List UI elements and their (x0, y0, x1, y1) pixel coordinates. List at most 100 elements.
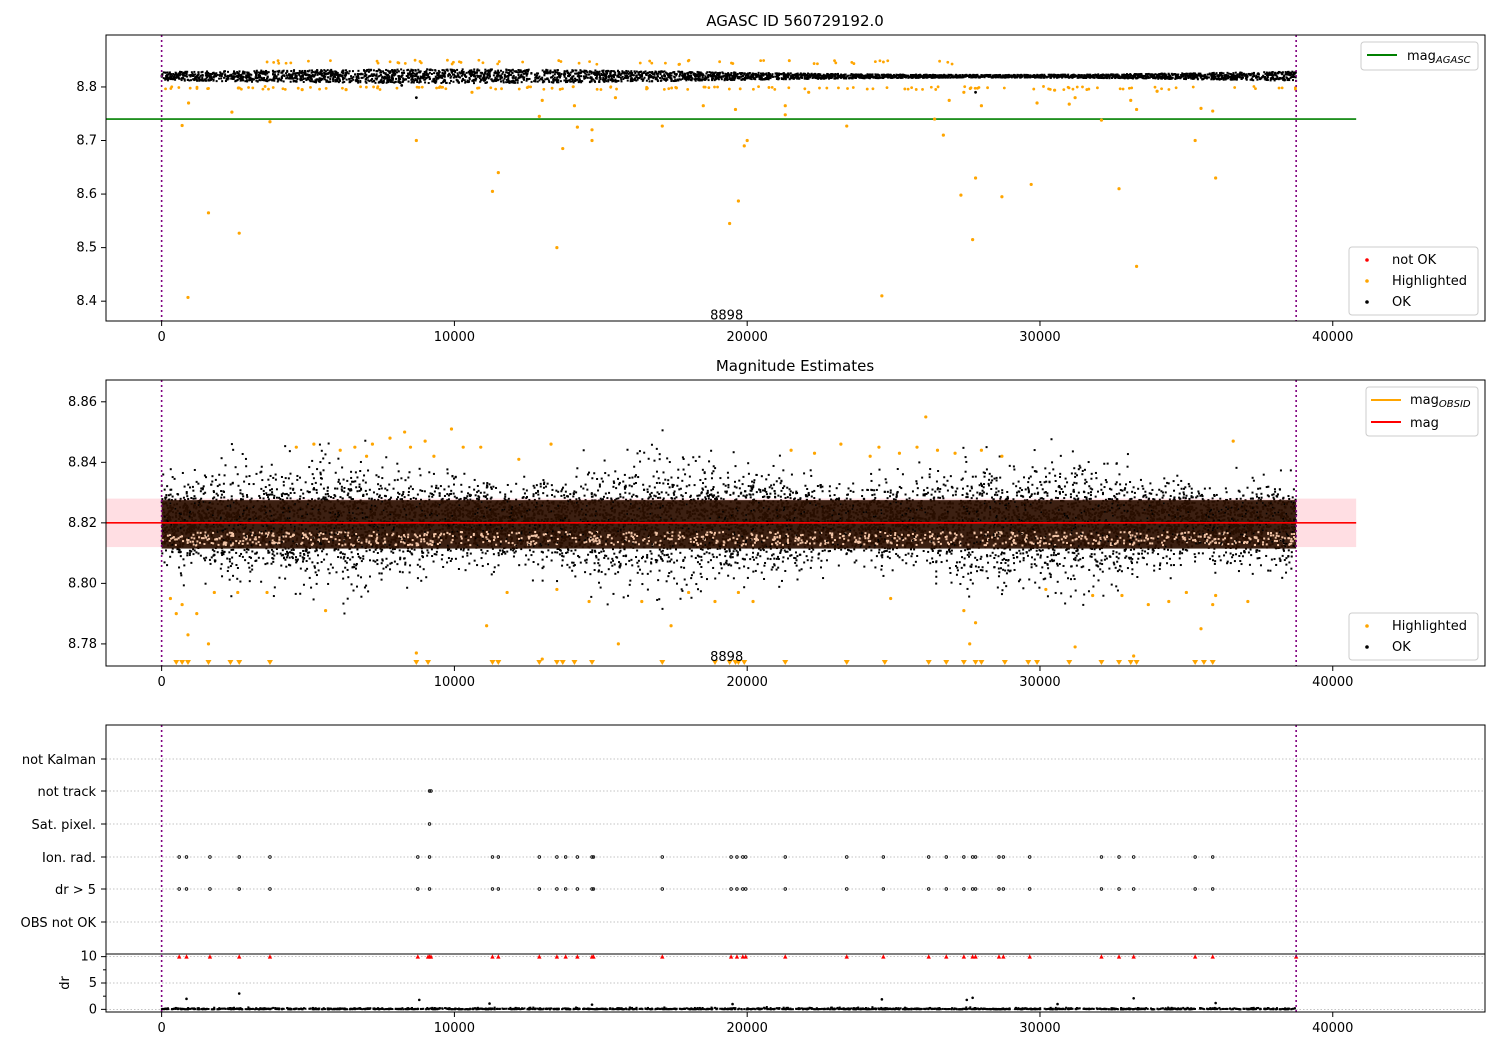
ok-point (1123, 75, 1126, 78)
ok-point (505, 71, 508, 74)
highlighted-point (1233, 86, 1237, 89)
ok-point (494, 70, 497, 73)
highlighted-point (745, 138, 749, 143)
ok-point (1287, 70, 1290, 73)
ok-point (360, 76, 363, 79)
ok-point (700, 565, 703, 568)
ok-point (1009, 548, 1012, 551)
ok-point (382, 81, 385, 84)
highlighted-point (1153, 85, 1157, 89)
ok-point (1186, 74, 1189, 77)
ok-point (1133, 74, 1136, 77)
ok-point (516, 81, 519, 84)
ok-point (435, 80, 438, 83)
ok-point (377, 81, 380, 84)
ok-point (419, 77, 422, 80)
highlighted-point (489, 86, 493, 90)
ok-point (390, 77, 393, 80)
ok-point (610, 76, 613, 79)
ok-point (614, 78, 617, 81)
ok-point (514, 76, 517, 79)
ok-point (173, 75, 176, 78)
ok-point (534, 78, 537, 81)
highlighted-point (677, 63, 681, 66)
highlighted-point (946, 60, 950, 64)
ok-point (613, 70, 616, 73)
ok-point (259, 71, 262, 74)
highlighted-point (267, 87, 270, 91)
ok-point (734, 75, 737, 78)
ok-point (717, 73, 720, 76)
ok-point (541, 76, 544, 79)
ok-point (1000, 76, 1003, 79)
ok-point (1030, 566, 1033, 569)
ok-point (886, 75, 889, 78)
ok-point (1271, 71, 1274, 74)
highlighted-point (521, 60, 525, 64)
ok-point (784, 77, 787, 80)
ok-point (691, 71, 694, 74)
ok-point (603, 80, 606, 83)
ok-point (213, 75, 216, 78)
ok-point (210, 73, 213, 76)
ok-point (1273, 79, 1276, 82)
ok-point (178, 72, 181, 75)
highlighted-point (277, 61, 281, 65)
ok-point (401, 571, 404, 574)
ok-point (1098, 74, 1101, 77)
ok-point (230, 75, 233, 78)
ok-point (632, 78, 635, 81)
ok-point (558, 72, 561, 75)
highlighted-point (537, 114, 541, 119)
ok-point (797, 76, 800, 79)
ok-point (762, 73, 765, 76)
ok-point (1266, 76, 1269, 79)
ok-point (698, 75, 701, 78)
ok-point (464, 74, 467, 77)
ok-point (976, 73, 979, 76)
ok-point (1193, 77, 1196, 80)
ok-point (578, 79, 581, 82)
highlighted-point (542, 87, 546, 91)
ok-point (316, 71, 319, 74)
ok-point (401, 72, 404, 75)
ok-point (323, 72, 326, 75)
ok-point (324, 75, 327, 78)
ok-point (508, 73, 511, 76)
ok-point (1118, 75, 1121, 78)
ok-point (1012, 556, 1015, 559)
ok-point (444, 70, 447, 73)
ok-point (1125, 73, 1128, 76)
ok-point (1153, 76, 1156, 79)
ok-point (1182, 74, 1185, 77)
highlighted-point (595, 87, 599, 91)
ok-point (397, 80, 400, 83)
ok-point (1008, 74, 1011, 77)
ok-point (200, 79, 203, 82)
ok-point (534, 76, 537, 79)
ok-point (552, 74, 555, 77)
ok-point (735, 74, 738, 77)
ok-point (949, 76, 952, 79)
ok-point (364, 72, 367, 75)
ok-point (219, 71, 222, 74)
ok-point (833, 74, 836, 77)
ok-point (344, 73, 347, 76)
ok-point (641, 79, 644, 82)
ok-point (583, 76, 586, 79)
ok-point (1289, 74, 1292, 77)
ok-point (544, 70, 547, 73)
ok-point (875, 488, 878, 491)
ok-point (572, 81, 575, 84)
ok-point (293, 72, 296, 75)
ok-point (673, 79, 676, 82)
ok-point (568, 79, 571, 82)
ok-point (809, 76, 812, 79)
ok-point (1112, 73, 1115, 76)
ok-point (637, 71, 640, 74)
ok-point (290, 70, 293, 73)
ok-point (1284, 73, 1287, 76)
ok-point (536, 77, 539, 80)
ok-point (1225, 77, 1228, 80)
ok-point (1291, 70, 1294, 73)
